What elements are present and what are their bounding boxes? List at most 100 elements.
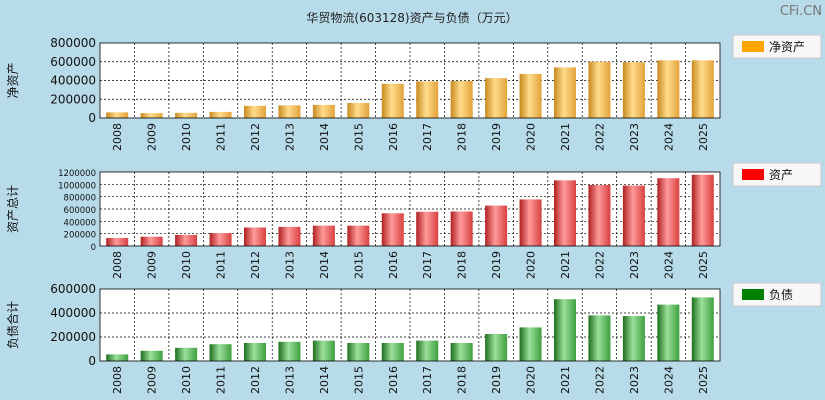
- x-tick-label: 2022: [593, 366, 606, 394]
- x-tick-label: 2022: [593, 123, 606, 151]
- x-tick-label: 2012: [249, 123, 262, 151]
- x-tick-label: 2015: [352, 251, 365, 279]
- x-tick-label: 2014: [318, 123, 331, 151]
- bar-2025: [691, 60, 714, 118]
- y-tick-label: 200000: [64, 231, 96, 241]
- bar-2016: [381, 83, 404, 118]
- bar-2022: [588, 184, 611, 246]
- x-tick-label: 2008: [111, 123, 124, 151]
- bar-2012: [244, 105, 266, 118]
- y-tick-label: 400000: [64, 218, 96, 228]
- bar-2024: [657, 178, 680, 246]
- bar-2020: [519, 73, 542, 118]
- bar-2024: [657, 60, 680, 118]
- x-tick-label: 2023: [628, 366, 641, 394]
- legend: 资产: [732, 162, 822, 187]
- legend: 净资产: [732, 34, 822, 59]
- y-tick-label: 1000000: [58, 181, 96, 191]
- bar-2024: [657, 304, 680, 361]
- x-tick-label: 2012: [249, 366, 262, 394]
- bar-2017: [416, 81, 439, 118]
- bar-2009: [140, 113, 163, 118]
- bar-2020: [519, 199, 542, 246]
- x-tick-label: 2024: [662, 123, 675, 151]
- x-tick-label: 2018: [456, 366, 469, 394]
- bar-2014: [312, 225, 335, 246]
- x-tick-label: 2013: [283, 251, 296, 279]
- bar-2018: [450, 211, 473, 246]
- x-tick-label: 2022: [593, 251, 606, 279]
- x-tick-label: 2021: [559, 123, 572, 151]
- bar-2015: [347, 343, 370, 361]
- plot-border: [99, 171, 721, 247]
- bar-2015: [347, 225, 370, 246]
- bar-2013: [278, 226, 301, 246]
- x-tick-label: 2010: [180, 366, 193, 394]
- legend-label: 负债: [769, 288, 793, 302]
- y-axis-label: 净资产: [6, 62, 20, 98]
- x-tick-label: 2016: [387, 123, 400, 151]
- legend-swatch: [742, 41, 764, 52]
- bar-2020: [519, 327, 542, 361]
- bar-2010: [175, 347, 198, 361]
- bar-2015: [347, 103, 370, 118]
- legend-swatch: [742, 289, 764, 300]
- legend-label: 资产: [769, 168, 793, 182]
- plot-border: [99, 42, 721, 119]
- bar-2017: [416, 211, 439, 246]
- x-tick-label: 2024: [662, 251, 675, 279]
- y-tick-label: 800000: [50, 36, 96, 50]
- x-tick-label: 2019: [490, 251, 503, 279]
- x-tick-label: 2016: [387, 251, 400, 279]
- x-tick-label: 2020: [525, 366, 538, 394]
- x-tick-label: 2021: [559, 366, 572, 394]
- bar-2022: [588, 61, 611, 118]
- bar-2021: [554, 299, 576, 361]
- legend: 负债: [732, 282, 822, 307]
- bar-2021: [554, 180, 576, 246]
- x-tick-label: 2018: [456, 251, 469, 279]
- bar-2009: [140, 236, 163, 246]
- bar-2014: [312, 104, 335, 118]
- y-tick-label: 600000: [64, 206, 96, 216]
- bar-2016: [381, 343, 404, 361]
- bar-2011: [209, 111, 232, 118]
- bar-2018: [450, 343, 473, 361]
- x-tick-label: 2013: [283, 123, 296, 151]
- bar-2023: [622, 62, 645, 118]
- x-tick-label: 2014: [318, 251, 331, 279]
- panel-3: 0 200000 400000 600000 2008 2009 2010 2011 2012 2…: [5, 282, 822, 394]
- x-tick-label: 2012: [249, 251, 262, 279]
- y-tick-label: 200000: [50, 330, 96, 344]
- x-tick-label: 2011: [215, 251, 228, 279]
- x-tick-label: 2009: [146, 251, 159, 279]
- x-tick-label: 2009: [146, 366, 159, 394]
- legend-box: [732, 162, 822, 187]
- legend-box: [732, 282, 822, 307]
- x-tick-label: 2020: [525, 251, 538, 279]
- x-tick-label: 2024: [662, 366, 675, 394]
- bar-2011: [209, 233, 232, 246]
- x-tick-label: 2008: [111, 366, 124, 394]
- y-tick-label: 200000: [50, 92, 96, 106]
- x-tick-label: 2011: [215, 123, 228, 151]
- watermark: CFi.CN: [780, 4, 822, 19]
- bar-2021: [554, 67, 576, 118]
- x-tick-label: 2025: [697, 251, 710, 279]
- x-tick-label: 2014: [318, 366, 331, 394]
- plot-border: [99, 288, 721, 362]
- y-axis-label: 资产总计: [6, 185, 20, 233]
- bar-2008: [106, 354, 129, 361]
- bar-2013: [278, 341, 301, 361]
- y-tick-label: 600000: [50, 55, 96, 69]
- bar-2022: [588, 315, 611, 361]
- bar-2025: [691, 174, 714, 246]
- x-tick-label: 2025: [697, 366, 710, 394]
- x-tick-label: 2017: [421, 366, 434, 394]
- bar-2010: [175, 234, 198, 246]
- x-tick-label: 2010: [180, 251, 193, 279]
- bar-2023: [622, 185, 645, 246]
- x-tick-label: 2021: [559, 251, 572, 279]
- x-tick-label: 2025: [697, 123, 710, 151]
